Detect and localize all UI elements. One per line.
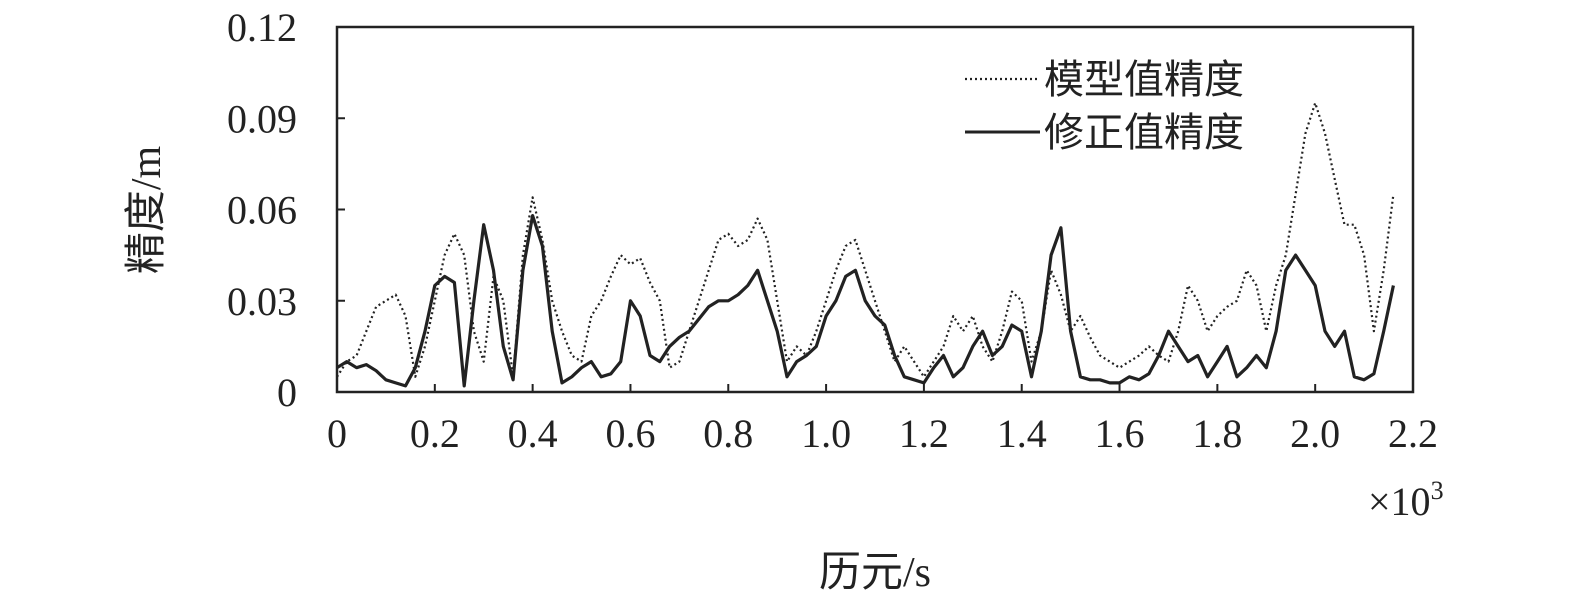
y-tick-label: 0.03 [227, 279, 297, 324]
x-tick-label: 1.6 [1095, 411, 1145, 456]
series-layer [336, 101, 1395, 388]
x-tick-label: 0.6 [605, 411, 655, 456]
x-tick-label: 1.8 [1192, 411, 1242, 456]
x-axis-multiplier: ×103 [1368, 476, 1444, 524]
series-line-model [336, 101, 1395, 378]
x-axis-multiplier-exponent: 3 [1431, 476, 1444, 505]
x-axis-ticks: 0 0.2 0.4 0.6 0.8 1.0 1.2 1.4 1.6 1.8 2.0 2.2 [327, 384, 1438, 456]
x-tick-label: 2.0 [1290, 411, 1340, 456]
x-tick-label: 1.2 [899, 411, 949, 456]
plot-frame [335, 25, 1415, 394]
y-axis-title: 精度/m [124, 146, 170, 275]
y-tick-label: 0.12 [227, 5, 297, 50]
x-axis-multiplier-base: ×10 [1368, 479, 1431, 524]
x-tick-label: 0.8 [703, 411, 753, 456]
x-tick-label: 0.4 [508, 411, 558, 456]
legend-label-corrected: 修正值精度 [1044, 110, 1244, 155]
x-tick-label: 0.2 [410, 411, 460, 456]
x-tick-label: 0 [327, 411, 347, 456]
y-tick-label: 0 [277, 370, 297, 415]
y-axis-ticks: 0 0.03 0.06 0.09 0.12 [227, 5, 345, 415]
x-axis-title: 历元/s [819, 550, 931, 596]
y-tick-label: 0.09 [227, 96, 297, 141]
legend: 模型值精度 修正值精度 [965, 57, 1244, 155]
x-tick-label: 1.0 [801, 411, 851, 456]
series-line-corrected [336, 214, 1395, 388]
y-tick-label: 0.06 [227, 188, 297, 233]
x-tick-label: 2.2 [1388, 411, 1438, 456]
x-tick-label: 1.4 [997, 411, 1047, 456]
legend-label-model: 模型值精度 [1044, 57, 1244, 102]
